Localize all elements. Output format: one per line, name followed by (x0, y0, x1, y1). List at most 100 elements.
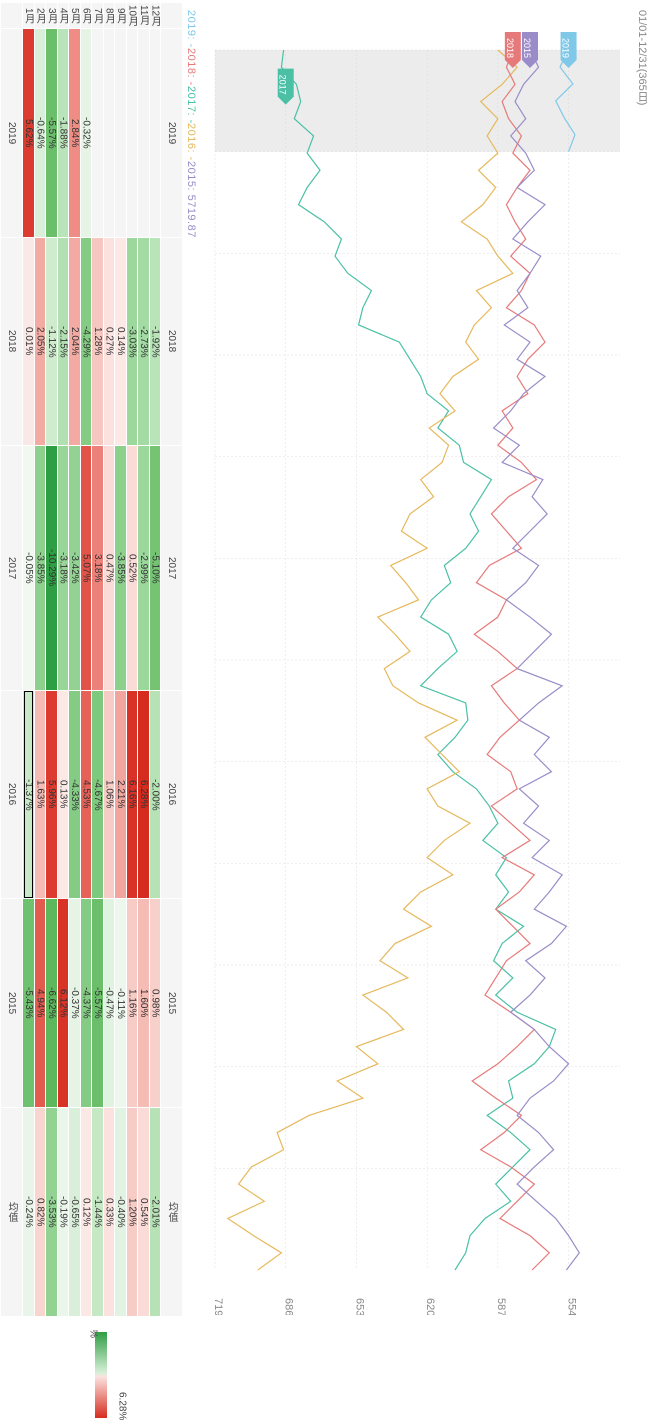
hm-cell: -2.01% (149, 1108, 161, 1317)
hm-cell: 6.16% (126, 690, 138, 899)
rowhead: 2015 (1, 899, 23, 1108)
svg-text:5540: 5540 (566, 1298, 578, 1315)
hm-cell: -0.05% (23, 446, 35, 690)
hm-cell: -4.33% (69, 690, 81, 899)
hm-cell (115, 29, 127, 238)
hm-cell: 5.96% (46, 690, 58, 899)
colhead: 11月 (138, 3, 150, 29)
hm-cell: 1.28% (92, 237, 104, 446)
hm-cell: -0.24% (23, 1108, 35, 1317)
hm-cell (126, 29, 138, 238)
hm-cell: 4.94% (34, 899, 46, 1108)
colhead: 6月 (80, 3, 92, 29)
colhead: 1月 (23, 3, 35, 29)
hm-cell: 2.84% (69, 29, 81, 238)
rowhead: 均值 (1, 1108, 23, 1317)
hm-cell: -5.57% (46, 29, 58, 238)
hm-cell: 2.21% (115, 690, 127, 899)
hm-cell: 1.06% (103, 690, 115, 899)
svg-text:2017: 2017 (278, 75, 288, 95)
hm-cell: -0.37% (69, 899, 81, 1108)
hm-cell: 0.14% (115, 237, 127, 446)
hm-cell: -6.62% (46, 899, 58, 1108)
hm-cell: 1.60% (138, 899, 150, 1108)
hm-cell: 6.28% (138, 690, 150, 899)
colhead: 8月 (103, 3, 115, 29)
svg-text:6530: 6530 (353, 1298, 365, 1315)
hm-cell: -4.37% (80, 899, 92, 1108)
hm-cell: 3.18% (92, 446, 104, 690)
hm-cell: -1.44% (92, 1108, 104, 1317)
hm-cell: 2.04% (69, 237, 81, 446)
hm-cell: 0.27% (103, 237, 115, 446)
hm-cell: -0.64% (34, 29, 46, 238)
hm-cell: 0.13% (57, 690, 69, 899)
hm-cell: -3.85% (34, 446, 46, 690)
rowhead: 2018 (1, 237, 23, 446)
colhead: 3月 (46, 3, 58, 29)
hm-cell: -2.15% (57, 237, 69, 446)
hm-cell: 0.33% (103, 1108, 115, 1317)
svg-text:2018: 2018 (505, 38, 515, 58)
hm-cell: -3.03% (126, 237, 138, 446)
hm-cell: 5.07% (80, 446, 92, 690)
hm-cell: -0.65% (69, 1108, 81, 1317)
rowhead: 2019 (1, 29, 23, 238)
hm-cell: -1.88% (57, 29, 69, 238)
heatmap-area: 1月2月3月4月5月6月7月8月9月10月11月12月20195.62%-0.6… (0, 0, 185, 1422)
svg-text:6.28%: 6.28% (117, 1392, 128, 1420)
svg-text:7190: 7190 (212, 1298, 224, 1315)
hm-cell: 5.62% (23, 29, 35, 238)
hm-cell (92, 29, 104, 238)
hm-cell: -0.32% (80, 29, 92, 238)
line-chart: 5540587062006530686071902017201820152019 (185, 0, 655, 1315)
hm-cell: -3.42% (69, 446, 81, 690)
hm-cell: -10.29% (46, 446, 58, 690)
hm-cell: 1.63% (34, 690, 46, 899)
hm-cell: -0.47% (103, 899, 115, 1108)
rowhead: 2017 (1, 446, 23, 690)
hm-cell: 0.52% (126, 446, 138, 690)
corner (1, 3, 23, 29)
svg-text:6200: 6200 (424, 1298, 436, 1315)
colorbar: -10.29%6.28% (0, 1330, 185, 1410)
hm-cell: -5.57% (92, 899, 104, 1108)
hm-cell: 1.16% (126, 899, 138, 1108)
colhead: 5月 (69, 3, 81, 29)
hm-cell: -2.73% (138, 237, 150, 446)
hm-cell (138, 29, 150, 238)
rowhead: 2016 (1, 690, 23, 899)
hm-cell: -5.43% (23, 899, 35, 1108)
svg-text:5870: 5870 (495, 1298, 507, 1315)
hm-cell: 0.98% (149, 899, 161, 1108)
hm-cell: 4.53% (80, 690, 92, 899)
hm-cell: 0.47% (103, 446, 115, 690)
colhead: 12月 (149, 3, 161, 29)
svg-text:2019: 2019 (561, 38, 571, 58)
hm-cell: -0.40% (115, 1108, 127, 1317)
colhead: 2月 (34, 3, 46, 29)
colhead: 7月 (92, 3, 104, 29)
hm-cell: -1.37% (23, 690, 35, 899)
hm-cell (103, 29, 115, 238)
hm-cell: 2.05% (34, 237, 46, 446)
hm-cell: 0.12% (80, 1108, 92, 1317)
hm-cell: -2.99% (138, 446, 150, 690)
hm-cell: -1.92% (149, 237, 161, 446)
svg-text:-10.29%: -10.29% (88, 1330, 99, 1338)
colhead: 10月 (126, 3, 138, 29)
series-2017 (281, 50, 555, 1270)
hm-cell: -5.10% (149, 446, 161, 690)
hm-cell: -4.29% (80, 237, 92, 446)
hm-cell: -3.53% (46, 1108, 58, 1317)
line-chart-area: 2019: -2018: -2017: -2016: -2015: 5719.8… (185, 0, 655, 1315)
heatmap-table: 1月2月3月4月5月6月7月8月9月10月11月12月20195.62%-0.6… (0, 2, 183, 1317)
hm-cell: -1.12% (46, 237, 58, 446)
hm-cell: -3.85% (115, 446, 127, 690)
hm-cell: 0.82% (34, 1108, 46, 1317)
hm-cell: -4.67% (92, 690, 104, 899)
hm-cell: -2.00% (149, 690, 161, 899)
hm-cell: 0.54% (138, 1108, 150, 1317)
svg-text:6860: 6860 (283, 1298, 295, 1315)
hm-cell: 0.01% (23, 237, 35, 446)
